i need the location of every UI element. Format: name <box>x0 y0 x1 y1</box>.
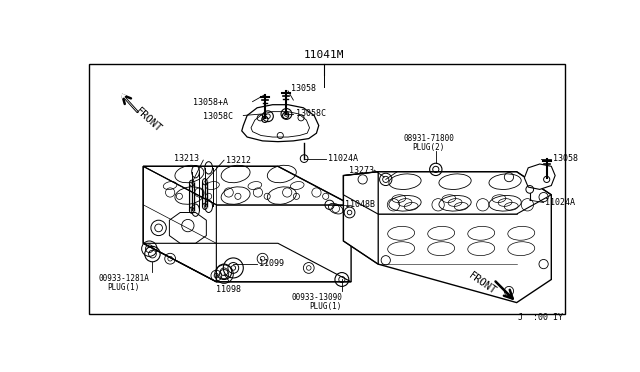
Text: FRONT: FRONT <box>134 106 164 134</box>
Text: 11048B: 11048B <box>345 200 375 209</box>
Text: 11024A: 11024A <box>545 198 575 207</box>
Text: 13058: 13058 <box>291 84 316 93</box>
Polygon shape <box>242 105 319 142</box>
Text: 13058: 13058 <box>553 154 578 163</box>
Text: 13212: 13212 <box>227 155 252 165</box>
Polygon shape <box>143 166 351 282</box>
Text: J  :00 IY: J :00 IY <box>518 313 563 322</box>
Text: 08931-71800: 08931-71800 <box>403 134 454 143</box>
Text: PLUG(1): PLUG(1) <box>308 302 341 311</box>
Text: 00933-13090: 00933-13090 <box>291 293 342 302</box>
Text: 11024A: 11024A <box>328 154 358 163</box>
Text: 00933-1281A: 00933-1281A <box>99 274 149 283</box>
Text: 11099: 11099 <box>259 259 284 268</box>
Text: 11041M: 11041M <box>304 50 344 60</box>
Text: 13058C: 13058C <box>204 112 233 121</box>
Polygon shape <box>344 172 551 302</box>
Polygon shape <box>524 164 555 189</box>
Text: 13213: 13213 <box>174 154 199 163</box>
Text: 11098: 11098 <box>216 285 241 294</box>
Text: PLUG(1): PLUG(1) <box>107 283 140 292</box>
Text: 13058C: 13058C <box>296 109 326 118</box>
Text: FRONT: FRONT <box>467 270 498 296</box>
Text: PLUG(2): PLUG(2) <box>413 144 445 153</box>
Text: 13058+A: 13058+A <box>193 98 228 107</box>
Bar <box>90 64 565 314</box>
Text: 13273: 13273 <box>349 166 374 174</box>
